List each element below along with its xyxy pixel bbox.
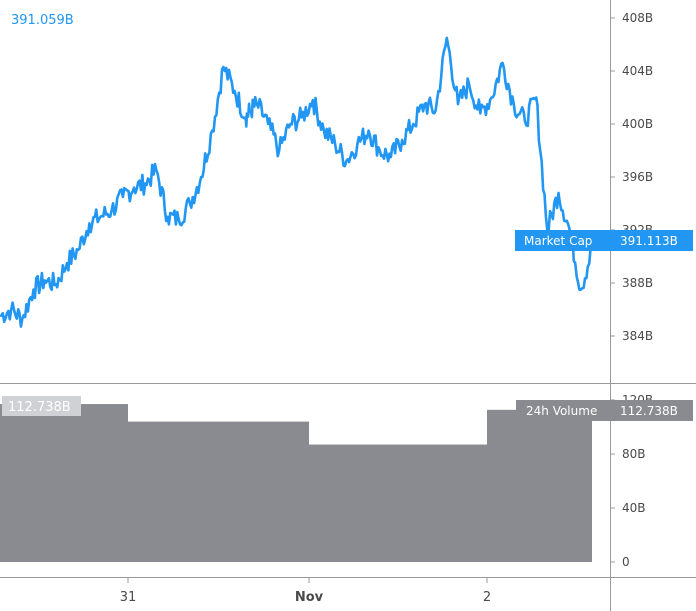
volume-bar <box>128 421 309 562</box>
market-cap-y-tick-label: 384B <box>622 329 653 343</box>
volume-bar <box>309 444 487 562</box>
volume-y-tick-label: 40B <box>622 501 646 515</box>
x-tick-label: 31 <box>120 590 137 605</box>
volume-bar <box>487 409 592 562</box>
market-cap-y-tick-label: 396B <box>622 170 653 184</box>
x-tick-label: 2 <box>483 590 491 605</box>
market-cap-line <box>0 36 594 328</box>
volume-y-tick-label: 80B <box>622 447 646 461</box>
volume-label-text: 24h Volume <box>526 404 597 418</box>
volume-legend-value: 112.738B <box>8 400 71 415</box>
market-cap-last-value-badge: 391.113B <box>611 230 693 251</box>
volume-bar <box>0 404 128 562</box>
market-cap-last-value: 391.113B <box>620 234 678 248</box>
volume-last-value: 112.738B <box>620 404 678 418</box>
market-cap-y-tick-label: 408B <box>622 11 653 25</box>
volume-last-value-badge: 112.738B <box>611 400 693 421</box>
time-axis: 31 Nov 2 <box>120 577 491 605</box>
volume-y-tick-label: 0 <box>622 555 630 569</box>
market-cap-legend-value: 391.059B <box>11 13 74 28</box>
market-cap-label-text: Market Cap <box>524 234 592 248</box>
market-cap-y-tick-label: 400B <box>622 117 653 131</box>
market-cap-y-tick-label: 404B <box>622 64 653 78</box>
volume-legend-bg <box>2 396 81 416</box>
market-cap-y-axis: 384B388B392B396B400B404B408B <box>610 11 653 343</box>
x-tick-label: Nov <box>295 590 324 605</box>
market-cap-y-tick-label: 388B <box>622 276 653 290</box>
volume-series-label: 24h Volume <box>516 400 611 421</box>
market-cap-series-label: Market Cap <box>515 230 611 251</box>
volume-bars <box>0 404 592 562</box>
